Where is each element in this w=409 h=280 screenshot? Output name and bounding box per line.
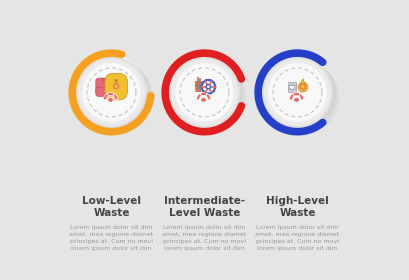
Text: Lorem ipsum dolor sit dim
amet, mea regione diamet
principes at. Cum no movi
lor: Lorem ipsum dolor sit dim amet, mea regi… xyxy=(255,225,339,251)
Circle shape xyxy=(258,53,329,124)
Circle shape xyxy=(269,64,326,121)
Circle shape xyxy=(202,90,204,92)
FancyBboxPatch shape xyxy=(96,87,106,96)
Circle shape xyxy=(73,53,144,125)
Circle shape xyxy=(78,59,149,130)
Circle shape xyxy=(175,62,246,134)
Circle shape xyxy=(209,92,211,94)
Circle shape xyxy=(209,79,211,81)
Circle shape xyxy=(202,81,204,83)
Circle shape xyxy=(108,97,113,102)
Text: High-Level
Waste: High-Level Waste xyxy=(266,196,329,218)
Circle shape xyxy=(267,62,339,134)
Circle shape xyxy=(72,53,143,124)
Bar xyxy=(199,85,200,86)
Circle shape xyxy=(115,80,117,82)
Circle shape xyxy=(166,54,238,125)
Circle shape xyxy=(176,64,233,121)
Circle shape xyxy=(171,59,242,130)
Circle shape xyxy=(109,99,112,101)
Circle shape xyxy=(201,97,206,102)
Wedge shape xyxy=(113,94,118,100)
Polygon shape xyxy=(301,79,305,85)
Text: Low-Level
Waste: Low-Level Waste xyxy=(82,196,141,218)
Circle shape xyxy=(81,61,152,132)
Circle shape xyxy=(168,56,239,127)
Circle shape xyxy=(202,99,205,101)
FancyBboxPatch shape xyxy=(105,73,127,100)
Polygon shape xyxy=(195,82,202,92)
Text: Lorem ipsum dolor sit dim
amet, mea regione diamet
principes at. Cum no movi
lor: Lorem ipsum dolor sit dim amet, mea regi… xyxy=(70,225,154,251)
Circle shape xyxy=(74,55,146,126)
Circle shape xyxy=(172,60,237,125)
Circle shape xyxy=(259,54,330,125)
Circle shape xyxy=(258,53,330,125)
Wedge shape xyxy=(299,94,304,100)
Circle shape xyxy=(264,59,335,130)
Circle shape xyxy=(213,81,215,83)
Circle shape xyxy=(294,97,299,102)
Circle shape xyxy=(290,85,294,89)
Circle shape xyxy=(300,84,306,89)
Circle shape xyxy=(79,60,144,125)
Circle shape xyxy=(263,57,333,127)
Circle shape xyxy=(83,64,140,121)
Bar xyxy=(199,87,200,89)
Wedge shape xyxy=(107,92,114,96)
Circle shape xyxy=(261,56,332,127)
Circle shape xyxy=(302,85,304,88)
Bar xyxy=(197,85,198,86)
Circle shape xyxy=(205,79,207,81)
Circle shape xyxy=(170,58,241,129)
Wedge shape xyxy=(206,94,211,100)
Wedge shape xyxy=(103,94,108,100)
Circle shape xyxy=(214,86,216,88)
Bar xyxy=(197,77,198,82)
Circle shape xyxy=(75,56,146,127)
Wedge shape xyxy=(196,94,201,100)
Circle shape xyxy=(79,60,151,131)
Circle shape xyxy=(167,55,238,126)
Circle shape xyxy=(76,57,146,127)
Circle shape xyxy=(206,85,211,89)
Circle shape xyxy=(172,60,243,131)
Circle shape xyxy=(166,53,237,125)
Wedge shape xyxy=(200,92,207,96)
Circle shape xyxy=(77,58,148,129)
Circle shape xyxy=(260,55,331,126)
Circle shape xyxy=(165,53,236,124)
Bar xyxy=(197,87,198,89)
Circle shape xyxy=(114,84,119,89)
Circle shape xyxy=(298,82,308,92)
Circle shape xyxy=(173,61,245,132)
Text: Intermediate-
Level Waste: Intermediate- Level Waste xyxy=(164,196,245,218)
Text: Lorem ipsum dolor sit dim
amet, mea regione diamet
principes at. Cum no movi
lor: Lorem ipsum dolor sit dim amet, mea regi… xyxy=(162,225,247,251)
Circle shape xyxy=(266,61,337,132)
Bar xyxy=(288,82,296,92)
Circle shape xyxy=(213,90,215,92)
Circle shape xyxy=(169,57,240,127)
Circle shape xyxy=(295,99,298,101)
Circle shape xyxy=(115,85,117,87)
Circle shape xyxy=(205,92,207,94)
Circle shape xyxy=(263,58,334,129)
FancyBboxPatch shape xyxy=(96,78,106,94)
Circle shape xyxy=(81,62,153,134)
Wedge shape xyxy=(293,92,300,96)
Ellipse shape xyxy=(103,79,105,83)
Bar xyxy=(199,78,200,82)
Circle shape xyxy=(265,60,336,131)
Circle shape xyxy=(265,60,330,125)
Circle shape xyxy=(74,54,144,125)
Wedge shape xyxy=(289,94,294,100)
Circle shape xyxy=(200,86,202,88)
